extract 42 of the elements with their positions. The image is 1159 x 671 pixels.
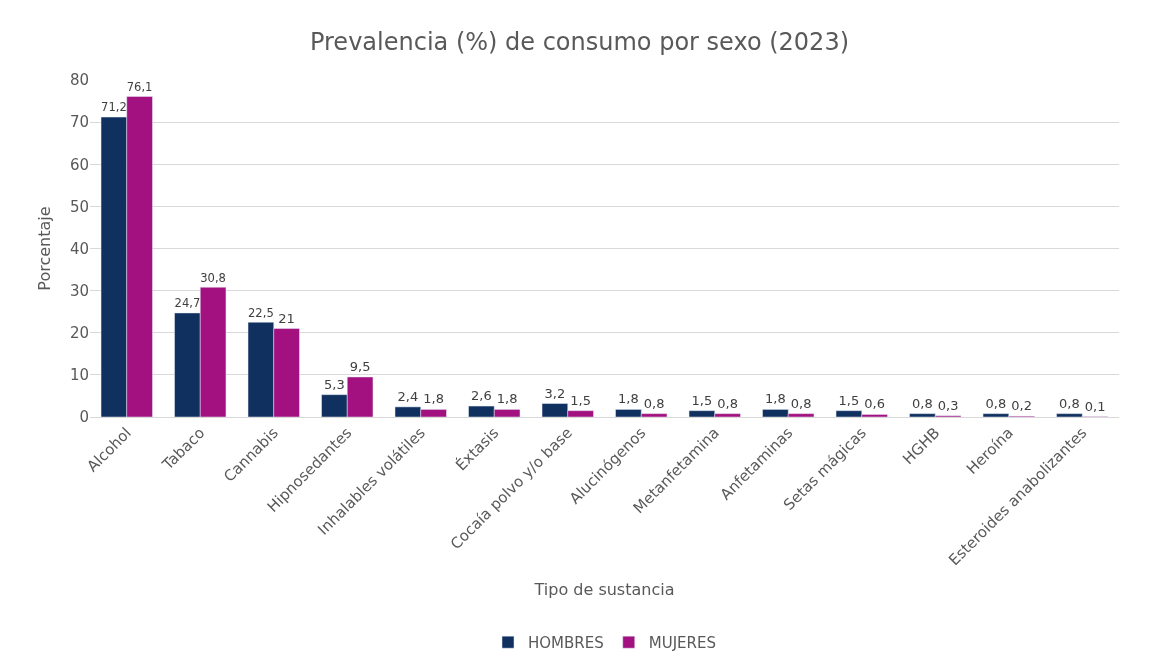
data-label: 1,8 (496, 391, 518, 407)
data-label: 71,2 (101, 100, 127, 115)
legend-label: MUJERES (648, 634, 716, 653)
data-label: 1,8 (423, 391, 444, 407)
data-label: 3,2 (544, 385, 566, 401)
data-label: 0,8 (790, 395, 812, 411)
y-tick-label: 30 (69, 281, 89, 300)
data-label: 1,8 (765, 391, 786, 407)
y-tick-label: 40 (69, 239, 89, 258)
data-label: 1,5 (838, 392, 860, 408)
data-label: 1,5 (570, 392, 591, 408)
data-label: 0,6 (864, 396, 885, 412)
data-label: 1,5 (691, 392, 713, 408)
data-label: 0,8 (985, 395, 1007, 411)
data-label: 9,5 (349, 358, 371, 374)
data-label: 0,8 (1059, 395, 1080, 411)
y-tick-label: 60 (69, 155, 89, 174)
data-label: 76,1 (126, 79, 153, 94)
data-label: 0,8 (912, 395, 933, 411)
y-tick-label: 70 (69, 113, 89, 132)
x-axis-title: Tipo de sustancia (533, 579, 675, 599)
data-label: 0,8 (717, 395, 738, 411)
legend-label: HOMBRES (528, 634, 604, 653)
data-label: 30,8 (200, 270, 226, 285)
data-label: 1,8 (618, 391, 639, 407)
y-axis-title: Porcentaje (34, 206, 54, 291)
data-label: 2,4 (397, 388, 419, 404)
data-label: 5,3 (324, 376, 345, 392)
data-label: 0,8 (643, 395, 665, 411)
data-label: 0,2 (1011, 398, 1032, 414)
data-label: 0,1 (1084, 398, 1106, 414)
data-label: 0,3 (937, 397, 959, 413)
data-label: 22,5 (248, 305, 274, 320)
data-label: 2,6 (471, 388, 492, 404)
chart-title: Prevalencia (%) de consumo por sexo (2023) (309, 28, 850, 57)
y-tick-label: 10 (69, 366, 89, 385)
y-tick-label: 50 (69, 197, 89, 216)
y-tick-label: 20 (69, 324, 89, 342)
y-tick-label: 80 (69, 71, 89, 90)
data-label: 21 (278, 310, 295, 326)
y-tick-label: 0 (79, 408, 89, 427)
data-label: 24,7 (174, 296, 201, 311)
